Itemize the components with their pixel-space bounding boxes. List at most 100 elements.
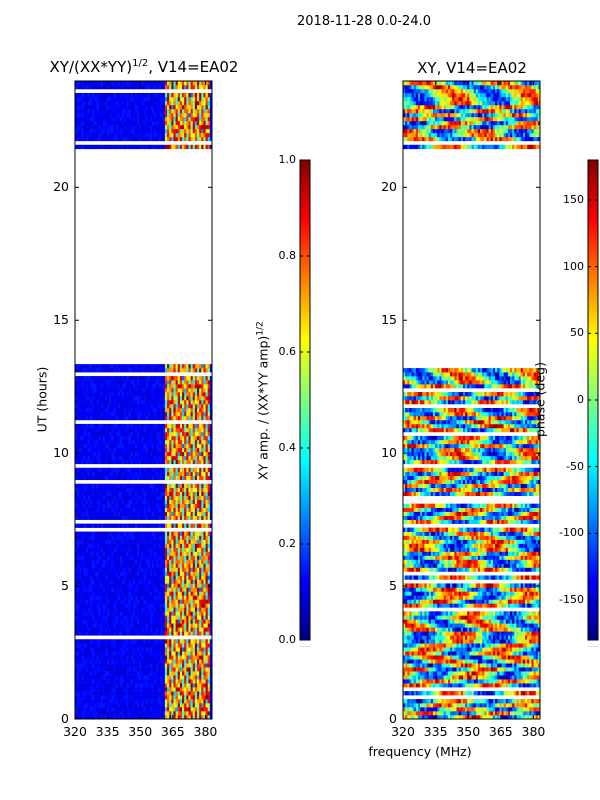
heatmap-cell bbox=[87, 535, 91, 540]
heatmap-cell bbox=[117, 559, 121, 564]
heatmap-cell bbox=[143, 451, 146, 457]
heatmap-cell bbox=[182, 451, 185, 457]
heatmap-cell bbox=[207, 491, 211, 496]
heatmap-cell bbox=[75, 547, 78, 552]
heatmap-cell bbox=[111, 388, 114, 393]
heatmap-cell bbox=[122, 715, 125, 720]
heatmap-cell bbox=[190, 655, 194, 660]
heatmap-cell bbox=[85, 443, 89, 449]
heatmap-cell bbox=[209, 431, 213, 437]
heatmap-cell bbox=[194, 427, 198, 433]
heatmap-cell bbox=[100, 384, 104, 389]
heatmap-cell bbox=[152, 587, 155, 592]
heatmap-cell bbox=[130, 503, 134, 508]
heatmap-cell bbox=[209, 547, 213, 552]
heatmap-cell bbox=[119, 471, 123, 477]
heatmap-cell bbox=[201, 503, 204, 508]
heatmap-cell bbox=[203, 403, 206, 409]
heatmap-cell bbox=[79, 703, 82, 708]
heatmap-cell bbox=[179, 435, 183, 441]
heatmap-cell bbox=[83, 388, 86, 393]
heatmap-cell bbox=[209, 563, 213, 568]
heatmap-cell bbox=[164, 555, 168, 560]
heatmap-cell bbox=[162, 396, 166, 401]
heatmap-cell bbox=[130, 555, 134, 560]
heatmap-cell bbox=[188, 611, 191, 616]
heatmap-cell bbox=[122, 671, 125, 676]
heatmap-cell bbox=[205, 392, 209, 397]
heatmap-cell bbox=[83, 439, 86, 445]
heatmap-cell bbox=[75, 643, 78, 648]
heatmap-cell bbox=[102, 471, 106, 477]
heatmap-cell bbox=[199, 575, 202, 580]
heatmap-cell bbox=[177, 599, 181, 604]
heatmap-cell bbox=[126, 607, 129, 612]
heatmap-cell bbox=[152, 539, 155, 544]
heatmap-cell bbox=[209, 651, 213, 656]
heatmap-cell bbox=[199, 615, 202, 620]
heatmap-cell bbox=[139, 691, 142, 696]
heatmap-cell bbox=[154, 451, 157, 457]
heatmap-cell bbox=[203, 647, 206, 652]
heatmap-cell bbox=[107, 475, 110, 481]
heatmap-cell bbox=[100, 707, 104, 712]
heatmap-cell bbox=[102, 607, 106, 612]
heatmap-cell bbox=[141, 615, 144, 620]
heatmap-cell bbox=[167, 691, 170, 696]
heatmap-cell bbox=[149, 427, 153, 433]
heatmap-cell bbox=[175, 587, 179, 592]
heatmap-cell bbox=[160, 415, 164, 421]
heatmap-cell bbox=[152, 707, 155, 712]
heatmap-cell bbox=[197, 711, 200, 716]
heatmap-cell bbox=[203, 707, 206, 712]
heatmap-cell bbox=[164, 603, 168, 608]
heatmap-cell bbox=[192, 467, 196, 473]
heatmap-cell bbox=[203, 423, 206, 429]
heatmap-cell bbox=[122, 675, 125, 680]
heatmap-cell bbox=[83, 423, 86, 429]
heatmap-cell bbox=[124, 667, 127, 672]
heatmap-cell bbox=[139, 559, 142, 564]
heatmap-cell bbox=[158, 707, 161, 712]
heatmap-cell bbox=[207, 699, 211, 704]
heatmap-cell bbox=[104, 643, 108, 648]
heatmap-cell bbox=[79, 396, 82, 401]
heatmap-cell bbox=[81, 535, 84, 540]
heatmap-cell bbox=[75, 392, 78, 397]
heatmap-cell bbox=[154, 667, 157, 672]
heatmap-cell bbox=[158, 599, 161, 604]
heatmap-cell bbox=[147, 655, 151, 660]
heatmap-cell bbox=[119, 547, 123, 552]
heatmap-cell bbox=[124, 407, 127, 413]
heatmap-cell bbox=[194, 599, 198, 604]
heatmap-cell bbox=[194, 611, 198, 616]
heatmap-cell bbox=[205, 403, 209, 409]
heatmap-cell bbox=[209, 567, 213, 572]
heatmap-cell bbox=[209, 503, 213, 508]
heatmap-cell bbox=[94, 471, 97, 477]
heatmap-cell bbox=[132, 643, 136, 648]
heatmap-cell bbox=[89, 499, 93, 504]
heatmap-cell bbox=[79, 491, 82, 496]
heatmap-cell bbox=[199, 487, 202, 493]
heatmap-cell bbox=[188, 619, 191, 624]
heatmap-cell bbox=[152, 715, 155, 720]
heatmap-cell bbox=[79, 587, 82, 592]
heatmap-cell bbox=[104, 535, 108, 540]
heatmap-cell bbox=[83, 523, 86, 528]
heatmap-cell bbox=[207, 415, 211, 421]
heatmap-cell bbox=[197, 679, 200, 684]
heatmap-cell bbox=[98, 647, 101, 652]
heatmap-cell bbox=[92, 531, 95, 536]
heatmap-cell bbox=[104, 611, 108, 616]
heatmap-cell bbox=[167, 655, 170, 660]
heatmap-cell bbox=[164, 663, 168, 668]
heatmap-cell bbox=[98, 451, 101, 457]
heatmap-cell bbox=[100, 627, 104, 632]
heatmap-cell bbox=[167, 396, 170, 401]
heatmap-cell bbox=[75, 647, 78, 652]
heatmap-cell bbox=[147, 487, 151, 493]
heatmap-cell bbox=[132, 567, 136, 572]
heatmap-cell bbox=[113, 655, 116, 660]
heatmap-cell bbox=[79, 511, 82, 516]
